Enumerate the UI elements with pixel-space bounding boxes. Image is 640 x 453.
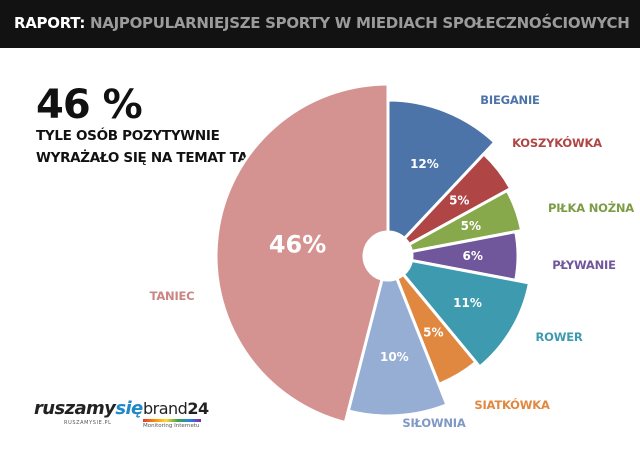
ruszamysie-logo-accent: się bbox=[115, 398, 143, 419]
pie-slice-6 bbox=[346, 276, 449, 418]
pie-category-label-1: KOSZYKÓWKA bbox=[512, 135, 602, 150]
pie-category-label-6: SIŁOWNIA bbox=[402, 416, 465, 430]
pie-category-label-4: ROWER bbox=[535, 330, 582, 344]
brand24-logo-bar bbox=[143, 419, 201, 422]
ruszamysie-logo-text: ruszamy bbox=[34, 398, 116, 419]
brand24-logo-tagline: Monitoring Internetu bbox=[143, 423, 200, 429]
pie-value-label-2: 5% bbox=[461, 219, 481, 233]
pie-value-label-3: 6% bbox=[463, 249, 483, 263]
pie-value-label-5: 5% bbox=[423, 326, 443, 340]
pie-category-label-0: BIEGANIE bbox=[480, 93, 540, 107]
report-header: RAPORT: NAJPOPULARNIEJSZE SPORTY W MIEDI… bbox=[0, 0, 640, 48]
ruszamysie-logo: ruszamysię RUSZAMYSIE.PL bbox=[34, 398, 143, 426]
pie-category-label-7: TANIEC bbox=[150, 289, 195, 303]
pie-value-label-6: 10% bbox=[380, 350, 409, 364]
report-label: RAPORT bbox=[14, 14, 80, 32]
report-colon: : bbox=[79, 14, 86, 32]
pie-value-label-7: 46% bbox=[269, 231, 326, 259]
brand24-logo: brand24 Monitoring Internetu bbox=[143, 399, 209, 429]
report-title: RAPORT: NAJPOPULARNIEJSZE SPORTY W MIEDI… bbox=[14, 14, 630, 32]
pie-slice-0 bbox=[386, 98, 497, 241]
brand24-logo-text: brand bbox=[143, 399, 188, 418]
pie-slice-2 bbox=[406, 188, 524, 254]
pie-value-label-0: 12% bbox=[410, 157, 439, 171]
highlight-line-1: TYLE OSÓB POZYTYWNIE bbox=[36, 128, 220, 144]
pie-slice-1 bbox=[402, 151, 513, 247]
pie-value-label-1: 5% bbox=[449, 194, 469, 208]
brand24-logo-number: 24 bbox=[187, 399, 209, 418]
highlight-line-2: WYRAŻAŁO SIĘ NA TEMAT TAŃCA bbox=[36, 150, 279, 166]
pie-category-label-3: PŁYWANIE bbox=[552, 258, 616, 272]
ruszamysie-logo-url: RUSZAMYSIE.PL bbox=[64, 420, 112, 426]
pie-category-label-2: PIŁKA NOŻNA bbox=[548, 200, 634, 215]
pie-value-label-4: 11% bbox=[453, 296, 482, 310]
pie-slice-4 bbox=[401, 258, 532, 370]
pie-category-label-5: SIATKÓWKA bbox=[474, 397, 550, 412]
report-title-text: NAJPOPULARNIEJSZE SPORTY W MIEDIACH SPOŁ… bbox=[90, 14, 630, 32]
pie-slice-7 bbox=[214, 82, 390, 425]
highlight-value: 46 % bbox=[36, 82, 143, 128]
